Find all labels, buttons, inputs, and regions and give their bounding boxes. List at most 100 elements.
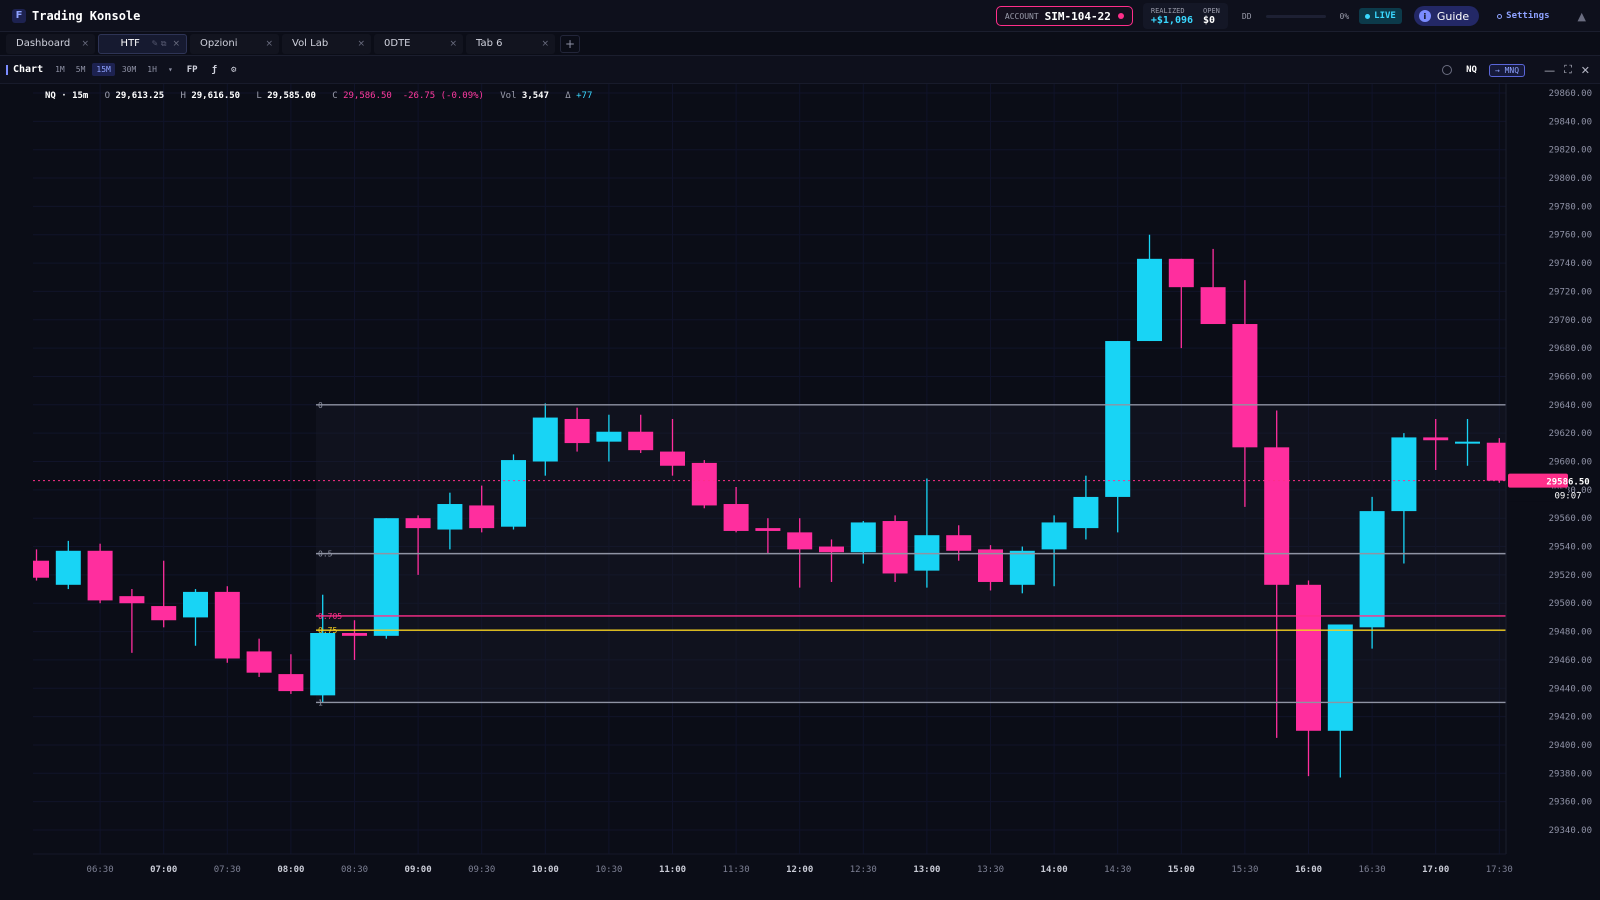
price-tick-label: 29560.00 — [1549, 514, 1592, 524]
candle-body — [1486, 442, 1506, 481]
candle-body — [628, 431, 654, 451]
ohlc-close: 29,586.50 — [343, 91, 392, 101]
candle-body — [1041, 522, 1067, 550]
tab-label: 0DTE — [384, 38, 411, 49]
account-status-dot-icon — [1117, 13, 1124, 19]
close-icon[interactable]: × — [357, 38, 365, 49]
tab-label: Opzioni — [200, 38, 238, 49]
price-tick-label: 29680.00 — [1549, 344, 1592, 354]
timeframe-30m[interactable]: 30M — [121, 65, 137, 74]
tab-opzioni[interactable]: Opzioni × — [190, 33, 279, 54]
tab-label: Vol Lab — [292, 38, 329, 49]
candle-body — [469, 505, 495, 529]
price-tick-label: 29360.00 — [1549, 798, 1592, 808]
bar-countdown-label: 09:07 — [1554, 492, 1581, 502]
candle-body — [850, 522, 876, 553]
price-tick-label: 29720.00 — [1549, 287, 1592, 297]
timeframe-5m[interactable]: 5M — [75, 65, 86, 74]
time-tick-label: 17:30 — [1486, 865, 1513, 875]
price-tick-label: 29780.00 — [1549, 202, 1592, 212]
settings-button[interactable]: Settings — [1497, 11, 1550, 21]
close-icon[interactable]: × — [172, 38, 180, 49]
candle-body — [87, 550, 113, 601]
ohlc-delta: +77 — [576, 91, 593, 101]
tab-6[interactable]: Tab 6 × — [466, 33, 555, 54]
indicators-button[interactable]: ƒ — [211, 64, 218, 75]
workspace-tabs: Dashboard × HTF ✎ ⧉ × Opzioni × Vol Lab … — [0, 32, 1600, 56]
drawdown-meter: DD 0% — [1242, 12, 1349, 21]
linked-symbol-badge[interactable]: → MNQ — [1488, 63, 1526, 77]
alert-triangle-icon[interactable]: ▲ — [1577, 9, 1586, 23]
gear-icon — [1497, 13, 1503, 19]
tab-label: Dashboard — [16, 38, 71, 49]
time-tick-label: 10:30 — [595, 865, 622, 875]
time-tick-label: 11:30 — [723, 865, 750, 875]
candle-body — [501, 460, 526, 527]
tab-htf[interactable]: HTF ✎ ⧉ × — [98, 33, 187, 54]
time-tick-label: 14:00 — [1041, 865, 1068, 875]
price-tick-label: 29540.00 — [1549, 543, 1592, 553]
candle-body — [1327, 624, 1353, 731]
price-tick-label: 29400.00 — [1549, 741, 1592, 751]
candle-body — [787, 532, 813, 550]
price-tick-label: 29420.00 — [1549, 713, 1592, 723]
candle-body — [1137, 258, 1162, 342]
candles — [33, 234, 1506, 778]
edit-icon[interactable]: ✎ ⧉ — [151, 38, 167, 48]
tab-label: Tab 6 — [476, 38, 503, 49]
maximize-icon[interactable]: ⛶ — [1564, 63, 1572, 76]
chart-indicator-bar — [6, 64, 8, 75]
close-icon[interactable]: × — [449, 38, 457, 49]
live-badge[interactable]: LIVE — [1359, 8, 1402, 24]
ohlc-open: 29,613.25 — [115, 91, 165, 101]
price-chart[interactable]: 0 0.5 0.705 0.75 1 29860.00 29840.00 29820.00 29… — [0, 84, 1600, 900]
candle-body — [660, 451, 685, 466]
candle-body — [183, 591, 208, 618]
close-icon[interactable]: ✕ — [1580, 63, 1590, 77]
time-tick-label: 09:00 — [405, 865, 432, 875]
tab-vol-lab[interactable]: Vol Lab × — [282, 33, 371, 54]
price-tick-label: 29520.00 — [1549, 571, 1592, 581]
time-tick-label: 10:00 — [532, 865, 559, 875]
time-tick-label: 12:00 — [786, 865, 813, 875]
timeframe-1m[interactable]: 1M — [55, 65, 65, 74]
dd-track — [1265, 14, 1326, 18]
price-tick-label: 29440.00 — [1549, 684, 1592, 694]
footprint-button[interactable]: FP — [186, 64, 198, 75]
minimize-icon[interactable]: — — [1544, 63, 1556, 77]
symbol-selector[interactable]: NQ — [1466, 65, 1477, 75]
timeframe-1h[interactable]: 1H — [147, 65, 157, 74]
candle-body — [946, 535, 972, 551]
price-tick-label: 29460.00 — [1549, 656, 1592, 666]
time-tick-label: 16:00 — [1295, 865, 1322, 875]
tab-dashboard[interactable]: Dashboard × — [6, 33, 95, 54]
timeframe-dropdown-icon[interactable]: ▾ — [167, 65, 173, 74]
candle-body — [978, 549, 1003, 582]
close-icon[interactable]: × — [81, 38, 89, 49]
guide-button[interactable]: i Guide — [1413, 6, 1480, 26]
dd-value: 0% — [1339, 11, 1350, 21]
tab-0dte[interactable]: 0DTE × — [374, 33, 463, 54]
candle-body — [405, 518, 431, 529]
candle-body — [310, 632, 336, 696]
account-selector[interactable]: ACCOUNT SIM-104-22 — [995, 6, 1133, 26]
add-tab-button[interactable]: + — [560, 34, 580, 53]
realized-label: REALIZED — [1150, 7, 1185, 15]
candle-body — [373, 518, 399, 636]
dd-label: DD — [1241, 11, 1252, 21]
timeframe-15m[interactable]: 15M — [92, 63, 115, 76]
last-price-badge — [1508, 473, 1568, 488]
candle-body — [1455, 441, 1480, 444]
candle-body — [342, 632, 367, 636]
sync-circle-icon[interactable] — [1442, 65, 1453, 75]
close-icon[interactable]: × — [541, 38, 549, 49]
candle-body — [1423, 437, 1449, 441]
top-bar: F Trading Konsole ACCOUNT SIM-104-22 REA… — [0, 0, 1600, 32]
ohlc-legend: NQ · 15m O 29,613.25 H 29,616.50 L 29,58… — [45, 91, 593, 101]
last-price-label: 29586.50 — [1546, 478, 1589, 488]
close-icon[interactable]: × — [265, 38, 273, 49]
ohlc-symbol: NQ · 15m — [45, 91, 89, 101]
price-tick-label: 29600.00 — [1549, 458, 1592, 468]
settings-dot-icon[interactable]: ⚙ — [231, 64, 237, 75]
time-tick-label: 15:30 — [1231, 865, 1258, 875]
